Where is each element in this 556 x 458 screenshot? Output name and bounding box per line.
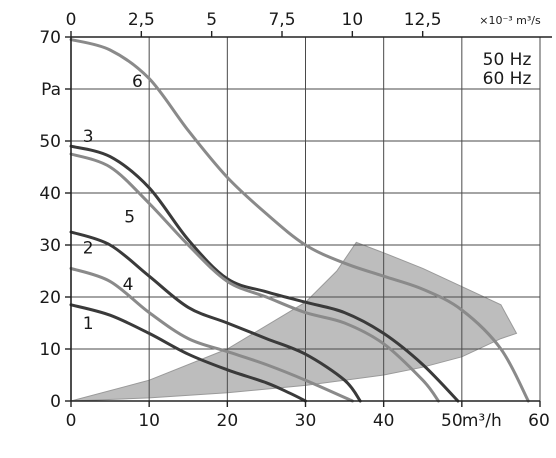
top-tick-label: 10 xyxy=(342,10,364,30)
top-tick-label: 2,5 xyxy=(128,10,155,30)
curve-1 xyxy=(69,303,307,403)
legend: 50 Hz 60 Hz xyxy=(483,50,532,89)
x-tick-label: 40 xyxy=(373,411,395,431)
curve-label-6: 6 xyxy=(132,72,143,92)
curve-4 xyxy=(69,266,354,403)
x-tick-label: 30 xyxy=(295,411,317,431)
x-tick-label: 0 xyxy=(66,411,77,431)
curve-2 xyxy=(69,230,362,403)
legend-50hz: 50 Hz xyxy=(483,50,532,70)
curve-label-2: 2 xyxy=(83,239,94,259)
x-axis-unit-label: m³/h xyxy=(462,411,502,431)
curve-label-5: 5 xyxy=(124,207,135,227)
curve-label-4: 4 xyxy=(123,275,134,295)
top-tick-label: 12,5 xyxy=(404,10,442,30)
x-tick-label: 20 xyxy=(217,411,239,431)
y-tick-label: 20 xyxy=(39,288,61,308)
x-tick-label: 10 xyxy=(138,411,160,431)
y-tick-label: 10 xyxy=(39,340,61,360)
y-tick-label: 50 xyxy=(39,132,61,152)
legend-60hz: 60 Hz xyxy=(483,69,532,89)
curve-label-1: 1 xyxy=(83,314,94,334)
top-tick-label: 5 xyxy=(206,10,217,30)
x-tick-label: 50 xyxy=(441,411,463,431)
top-tick-label: 0 xyxy=(66,10,77,30)
top-tick-label: 7,5 xyxy=(268,10,295,30)
axes-layer xyxy=(65,31,552,407)
y-tick-label: 0 xyxy=(50,392,61,412)
curve-label-3: 3 xyxy=(83,127,94,147)
curve-5 xyxy=(69,152,440,403)
curves-layer xyxy=(69,38,530,403)
x-tick-label: 60 xyxy=(528,411,550,431)
y-tick-label: 30 xyxy=(39,236,61,256)
y-tick-label: 70 xyxy=(39,28,61,48)
curve-6 xyxy=(69,38,530,403)
y-tick-label: 40 xyxy=(39,184,61,204)
y-axis-unit-label: Pa xyxy=(41,80,61,100)
top-axis-unit-label: ×10⁻³ m³/s xyxy=(479,14,541,27)
curve-3 xyxy=(69,144,460,403)
